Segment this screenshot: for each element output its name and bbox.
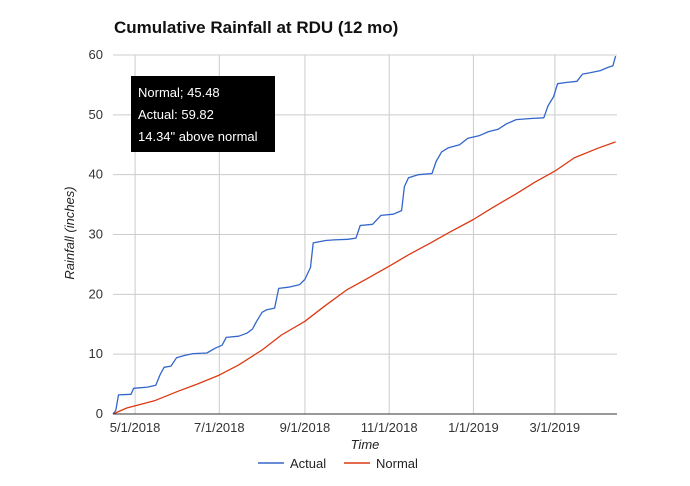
x-tick-label: 5/1/2018 xyxy=(110,420,161,435)
x-tick-label: 7/1/2018 xyxy=(194,420,245,435)
y-tick-label: 50 xyxy=(89,107,103,122)
annotation-line-normal: Normal; 45.48 xyxy=(138,85,220,100)
annotation-background xyxy=(131,76,275,152)
x-axis-title: Time xyxy=(351,437,380,452)
legend-label-actual: Actual xyxy=(290,456,326,471)
plot-series xyxy=(112,55,617,415)
annotation-line-difference: 14.34" above normal xyxy=(138,129,258,144)
series-line-normal xyxy=(112,141,616,415)
axes: 0 10 20 30 40 50 60 5/1/2018 7/1/2018 9/1/2018 11/… xyxy=(89,47,617,435)
y-tick-label: 20 xyxy=(89,286,103,301)
annotation-box: Normal; 45.48 Actual: 59.82 14.34" above… xyxy=(131,76,275,152)
x-tick-label: 11/1/2018 xyxy=(361,420,418,435)
annotation-line-actual: Actual: 59.82 xyxy=(138,107,214,122)
y-tick-label: 10 xyxy=(89,346,103,361)
y-tick-label: 40 xyxy=(89,167,103,182)
x-tick-label: 9/1/2018 xyxy=(280,420,331,435)
legend: Actual Normal xyxy=(258,456,418,471)
chart-title: Cumulative Rainfall at RDU (12 mo) xyxy=(114,18,398,37)
x-tick-label: 3/1/2019 xyxy=(530,420,581,435)
y-tick-label: 30 xyxy=(89,227,103,242)
series-line-actual xyxy=(112,55,617,415)
grid xyxy=(113,54,617,414)
y-tick-label: 60 xyxy=(89,47,103,62)
x-tick-label: 1/1/2019 xyxy=(448,420,499,435)
legend-label-normal: Normal xyxy=(376,456,418,471)
y-axis-title: Rainfall (inches) xyxy=(62,186,77,279)
y-tick-label: 0 xyxy=(96,406,103,421)
